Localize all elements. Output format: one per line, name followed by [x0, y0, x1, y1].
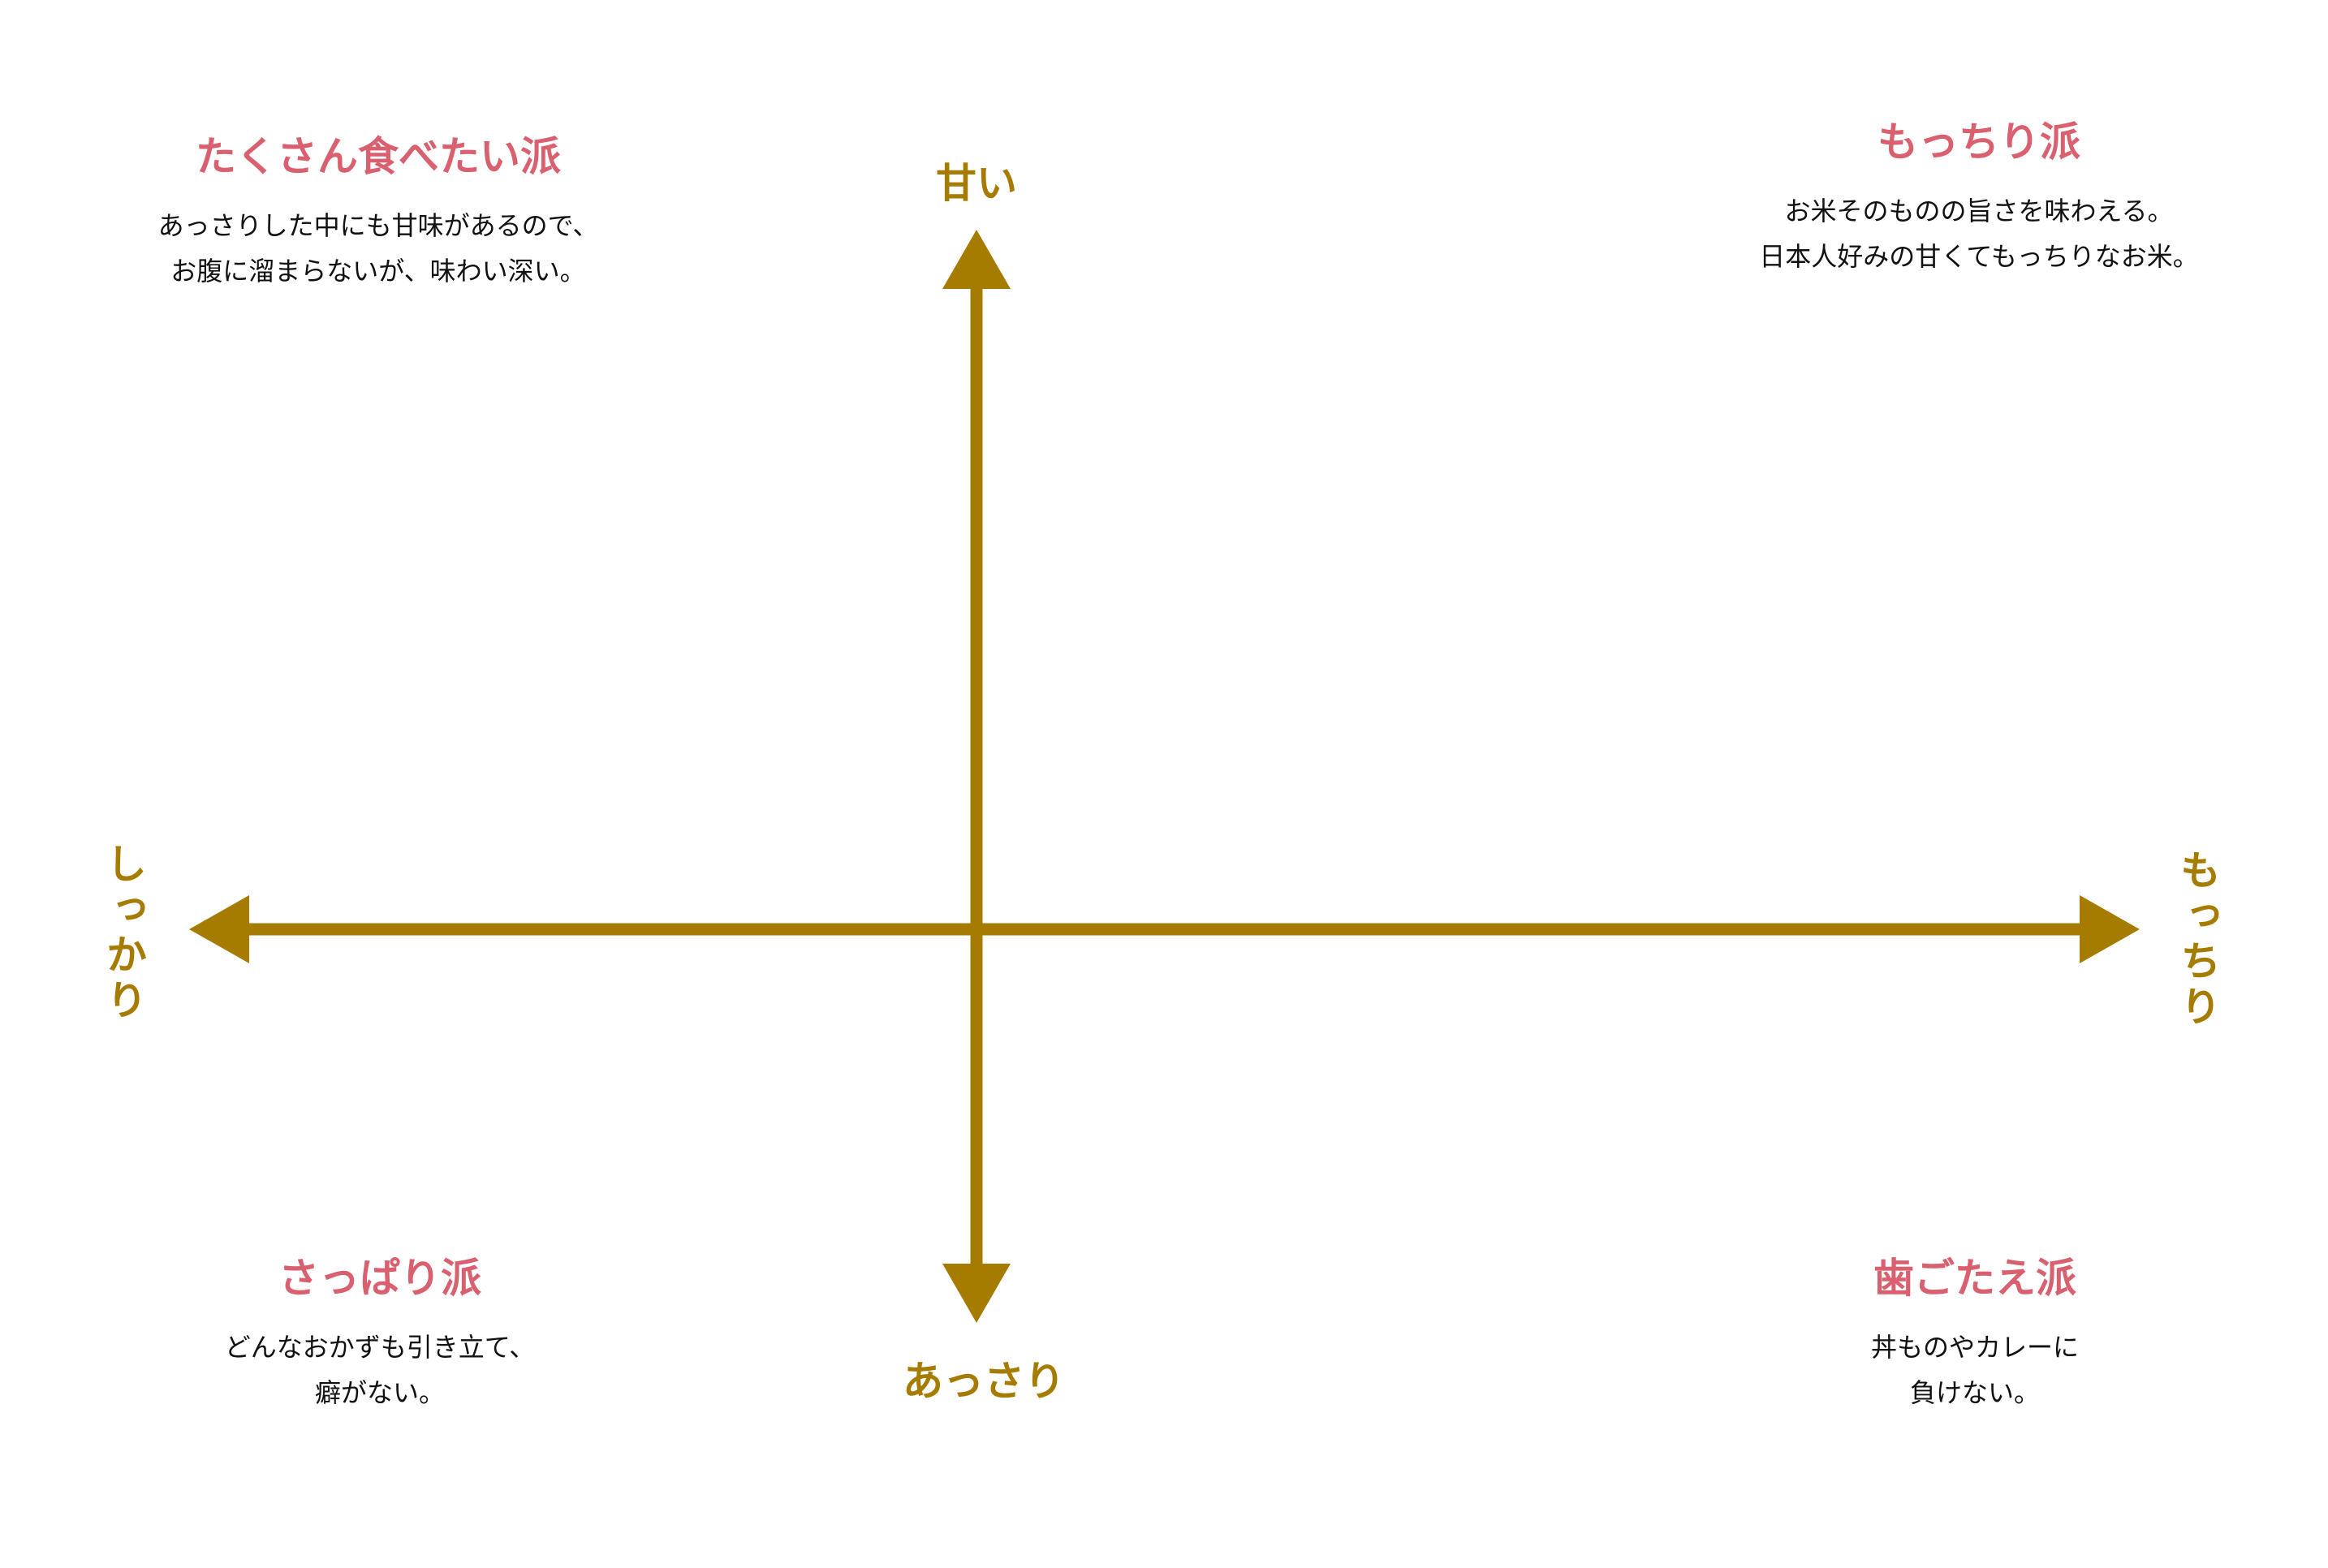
- arrow-right-icon: [2080, 895, 2140, 963]
- quadrant-title: もっちり派: [1877, 118, 2080, 166]
- description-line: 負けない。: [1909, 1377, 2041, 1408]
- axis-label-top: 甘い: [936, 159, 1017, 207]
- quadrant-title: たくさん食べたい派: [195, 132, 561, 180]
- quadrant-description: どんなおかずも引き立て、 癖がない。: [225, 1325, 535, 1415]
- description-line: お米そのものの旨さを味わえる。: [1784, 196, 2174, 226]
- quadrant-top-left: たくさん食べたい派 あっさりした中にも甘味があるので、 お腹に溜まらないが、味わ…: [158, 128, 599, 294]
- axis-label-right: もっちり: [2174, 849, 2222, 1031]
- description-line: お腹に溜まらないが、味わい深い。: [170, 256, 586, 286]
- description-line: どんなおかずも引き立て、: [224, 1332, 536, 1363]
- quadrant-description: お米そのものの旨さを味わえる。 日本人好みの甘くてもっちりなお米。: [1759, 188, 2198, 279]
- quadrant-bottom-left: さっぱり派 どんなおかずも引き立て、 癖がない。: [225, 1250, 535, 1415]
- description-line: 丼ものやカレーに: [1870, 1332, 2080, 1363]
- arrow-up-icon: [942, 230, 1011, 289]
- arrow-left-icon: [189, 895, 249, 963]
- quadrant-description: 丼ものやカレーに 負けない。: [1871, 1325, 2079, 1415]
- quadrant-description: あっさりした中にも甘味があるので、 お腹に溜まらないが、味わい深い。: [158, 203, 599, 294]
- description-line: あっさりした中にも甘味があるので、: [157, 210, 599, 241]
- quadrant-title: さっぱり派: [278, 1254, 481, 1302]
- axis-label-left: しっかり: [100, 842, 148, 1024]
- description-line: 日本人好みの甘くてもっちりなお米。: [1759, 241, 2199, 272]
- arrow-down-icon: [942, 1264, 1011, 1323]
- description-line: 癖がない。: [314, 1377, 445, 1408]
- quadrant-bottom-right: 歯ごたえ派 丼ものやカレーに 負けない。: [1871, 1250, 2079, 1415]
- quadrant-top-right: もっちり派 お米そのものの旨さを味わえる。 日本人好みの甘くてもっちりなお米。: [1759, 114, 2198, 279]
- axis-label-bottom: あっさり: [903, 1357, 1065, 1405]
- quadrant-title: 歯ごたえ派: [1873, 1254, 2076, 1302]
